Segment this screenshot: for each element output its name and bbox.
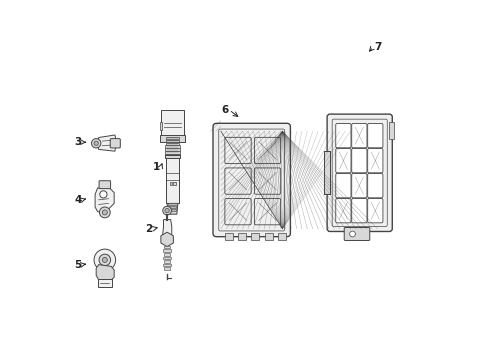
- Text: 6: 6: [221, 105, 228, 115]
- Text: 2: 2: [145, 224, 152, 234]
- Polygon shape: [162, 220, 171, 237]
- Bar: [164, 260, 170, 263]
- FancyBboxPatch shape: [351, 198, 366, 223]
- Bar: [168, 206, 176, 208]
- FancyBboxPatch shape: [161, 110, 183, 138]
- Bar: [164, 155, 180, 158]
- Polygon shape: [97, 135, 117, 151]
- FancyBboxPatch shape: [98, 279, 112, 287]
- Text: 1: 1: [152, 162, 160, 172]
- FancyBboxPatch shape: [160, 135, 185, 142]
- Bar: [163, 257, 170, 259]
- Polygon shape: [167, 203, 178, 214]
- Bar: [159, 122, 162, 130]
- Circle shape: [102, 257, 107, 262]
- Bar: [165, 140, 179, 142]
- FancyBboxPatch shape: [367, 148, 382, 173]
- Circle shape: [94, 249, 115, 271]
- Bar: [169, 182, 172, 185]
- Bar: [238, 233, 245, 240]
- FancyBboxPatch shape: [351, 123, 366, 148]
- Circle shape: [91, 139, 101, 148]
- FancyBboxPatch shape: [99, 181, 110, 189]
- FancyBboxPatch shape: [335, 123, 350, 148]
- Bar: [277, 233, 285, 240]
- FancyBboxPatch shape: [335, 148, 350, 173]
- FancyBboxPatch shape: [367, 198, 382, 223]
- Bar: [163, 264, 170, 266]
- FancyBboxPatch shape: [213, 123, 290, 237]
- Bar: [251, 233, 259, 240]
- Bar: [164, 154, 180, 157]
- FancyBboxPatch shape: [326, 114, 391, 231]
- Circle shape: [349, 231, 355, 237]
- FancyBboxPatch shape: [344, 228, 369, 240]
- Bar: [163, 249, 170, 252]
- Circle shape: [100, 191, 107, 198]
- Circle shape: [163, 206, 171, 215]
- Bar: [164, 253, 170, 256]
- FancyBboxPatch shape: [367, 174, 382, 198]
- FancyBboxPatch shape: [110, 139, 120, 148]
- Bar: [224, 233, 232, 240]
- Bar: [173, 182, 176, 185]
- Bar: [264, 233, 272, 240]
- Circle shape: [94, 141, 98, 145]
- Bar: [168, 203, 177, 205]
- Bar: [164, 267, 170, 270]
- FancyBboxPatch shape: [351, 174, 366, 198]
- Bar: [164, 246, 170, 248]
- Bar: [388, 122, 393, 139]
- Bar: [165, 151, 180, 154]
- Circle shape: [164, 208, 169, 213]
- FancyBboxPatch shape: [335, 174, 350, 198]
- Bar: [166, 157, 179, 203]
- Bar: [165, 145, 179, 148]
- Circle shape: [99, 207, 110, 218]
- Circle shape: [99, 254, 110, 266]
- FancyBboxPatch shape: [367, 123, 382, 148]
- Polygon shape: [95, 188, 114, 212]
- Text: 3: 3: [74, 137, 81, 147]
- Bar: [166, 137, 179, 139]
- Circle shape: [102, 210, 107, 215]
- FancyBboxPatch shape: [351, 148, 366, 173]
- Polygon shape: [161, 232, 173, 247]
- Text: 7: 7: [373, 42, 381, 52]
- Text: 4: 4: [74, 195, 81, 205]
- Text: 5: 5: [74, 260, 81, 270]
- Bar: [323, 151, 329, 194]
- Bar: [168, 209, 176, 211]
- Polygon shape: [162, 112, 182, 129]
- Bar: [165, 143, 179, 145]
- Bar: [165, 148, 179, 151]
- FancyBboxPatch shape: [335, 198, 350, 223]
- Polygon shape: [96, 265, 114, 282]
